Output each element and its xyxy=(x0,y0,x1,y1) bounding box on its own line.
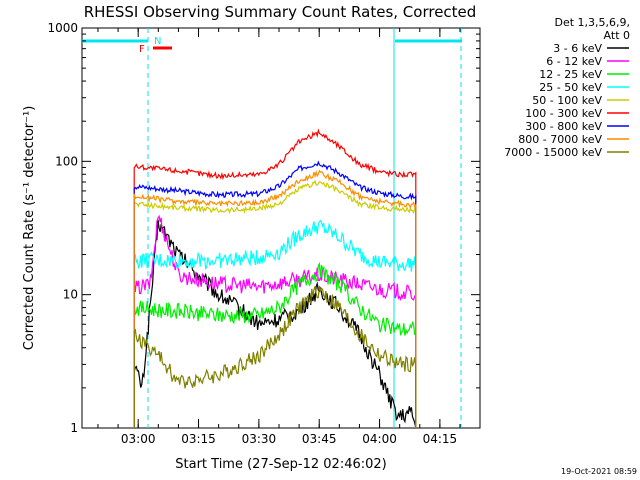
y-tick-label: 100 xyxy=(55,154,78,168)
series-line xyxy=(133,261,417,428)
flag-label-n: N xyxy=(154,36,161,47)
series-3-6-kev xyxy=(133,219,417,429)
x-tick-label: 03:15 xyxy=(181,432,216,446)
y-tick-label: 10 xyxy=(63,288,78,302)
legend-entry-label: 6 - 12 keV xyxy=(546,55,602,68)
series-line xyxy=(133,128,417,428)
y-axis-label: Corrected Count Rate (s⁻¹ detector⁻¹) xyxy=(22,106,37,351)
legend-entry-label: 300 - 800 keV xyxy=(525,120,602,133)
x-tick-label: 03:45 xyxy=(302,432,337,446)
series-line xyxy=(133,219,417,428)
y-tick-label: 1 xyxy=(70,421,78,435)
series-300-800-kev xyxy=(133,160,417,428)
series-layer xyxy=(133,128,417,429)
plot-frame xyxy=(81,27,481,429)
series-line xyxy=(133,179,417,428)
series-line xyxy=(133,214,417,428)
series-line xyxy=(133,219,417,429)
flag-label-f: F xyxy=(139,44,145,55)
y-tick-label: 1000 xyxy=(47,21,78,35)
flags-layer: FN xyxy=(139,36,161,55)
x-tick-label: 03:00 xyxy=(121,432,156,446)
series-7000-15000-kev xyxy=(133,285,417,428)
x-axis-label: Start Time (27-Sep-12 02:46:02) xyxy=(175,457,386,472)
axes-layer: 03:00 03:15 03:30 03:45 04:00 04:15 1 10 100 1000 xyxy=(47,21,480,446)
legend-header: Att 0 xyxy=(604,29,630,42)
series-6-12-kev xyxy=(133,214,417,428)
timestamp: 19-Oct-2021 08:59 xyxy=(561,467,637,476)
series-50-100-kev xyxy=(133,179,417,428)
attenuator-and-flag-markers xyxy=(82,28,462,428)
x-tick-label: 04:15 xyxy=(423,432,458,446)
legend-entry-label: 800 - 7000 keV xyxy=(518,133,602,146)
legend-entry-label: 3 - 6 keV xyxy=(553,42,602,55)
series-line xyxy=(133,285,417,428)
legend-entry-label: 7000 - 15000 keV xyxy=(504,146,602,159)
series-25-50-kev xyxy=(133,219,417,428)
chart-title: RHESSI Observing Summary Count Rates, Co… xyxy=(84,3,477,21)
series-line xyxy=(133,160,417,428)
legend-header: Det 1,3,5,6,9, xyxy=(554,16,630,29)
series-line xyxy=(133,169,417,428)
x-tick-label: 04:00 xyxy=(362,432,397,446)
series-800-7000-kev xyxy=(133,169,417,428)
legend-entry-label: 100 - 300 keV xyxy=(525,107,602,120)
series-12-25-kev xyxy=(133,261,417,428)
legend-entry-label: 50 - 100 keV xyxy=(532,94,602,107)
x-tick-label: 03:30 xyxy=(242,432,277,446)
legend-entry-label: 12 - 25 keV xyxy=(539,68,602,81)
legend-entry-label: 25 - 50 keV xyxy=(539,81,602,94)
series-100-300-kev xyxy=(133,128,417,428)
